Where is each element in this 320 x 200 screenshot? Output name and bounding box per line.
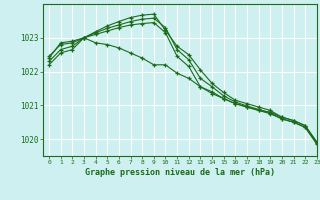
X-axis label: Graphe pression niveau de la mer (hPa): Graphe pression niveau de la mer (hPa) [85,168,275,177]
